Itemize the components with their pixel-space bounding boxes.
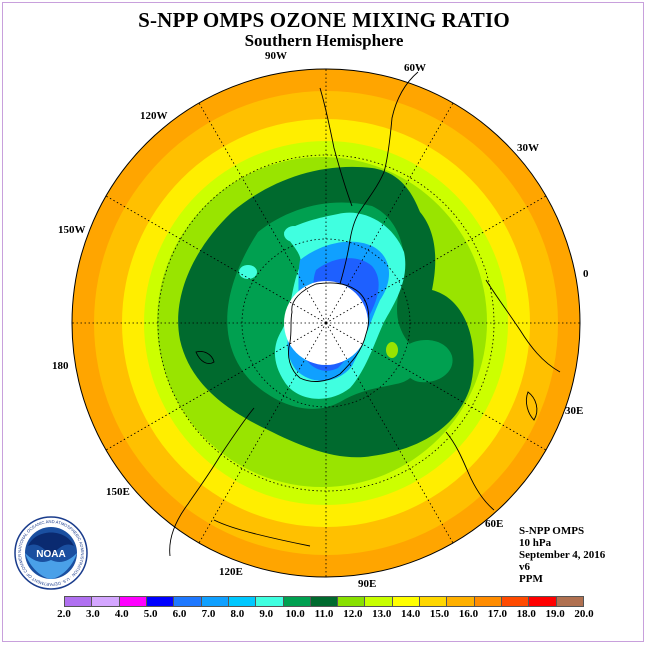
colorbar-swatch — [174, 597, 202, 606]
info-version: v6 — [519, 561, 530, 573]
colorbar-swatch — [365, 597, 393, 606]
antarctic-peninsula — [339, 207, 363, 285]
colorbar-tick-label: 16.0 — [458, 608, 479, 620]
colorbar-swatch — [392, 597, 421, 606]
colorbar-swatch — [283, 597, 311, 606]
lon-label-30w: 30W — [517, 142, 539, 154]
colorbar-tick-label: 18.0 — [516, 608, 536, 620]
colorbar-swatch — [92, 597, 120, 606]
lon-label-180: 180 — [52, 360, 69, 372]
pole-marker — [324, 321, 328, 325]
colorbar-swatch — [201, 597, 229, 606]
colorbar-tick-label: 14.0 — [401, 608, 421, 620]
coastlines — [169, 71, 561, 557]
info-instrument: S-NPP OMPS — [519, 525, 585, 537]
south-africa — [445, 431, 495, 511]
colorbar-swatch — [338, 597, 366, 606]
colorbar-swatch — [502, 597, 530, 606]
colorbar-tick-label: 20.0 — [574, 608, 594, 620]
colorbar-swatch — [146, 597, 175, 606]
lon-label-0: 0 — [583, 268, 589, 280]
logo-wordmark: NOAA — [36, 549, 65, 560]
africa-coast — [485, 279, 561, 373]
cyan-patch-small — [239, 265, 257, 279]
colorbar-tick-label: 17.0 — [487, 608, 507, 620]
colorbar-tick-label: 19.0 — [545, 608, 565, 620]
info-units: PPM — [519, 573, 543, 585]
colorbar-tick-label: 15.0 — [429, 608, 450, 620]
colorbar-swatch — [556, 597, 583, 606]
colorbar-tick-label: 3.0 — [86, 608, 100, 620]
lon-label-30e: 30E — [565, 405, 584, 417]
colorbar-tick-label: 5.0 — [143, 608, 158, 620]
colorbar-tick-label: 13.0 — [372, 608, 392, 620]
colorbar-tick-label: 12.0 — [343, 608, 363, 620]
graticule — [72, 69, 580, 577]
colorbar-swatch — [256, 597, 284, 606]
lon-label-120w: 120W — [140, 110, 168, 122]
colorbar-swatch — [228, 597, 257, 606]
noaa-logo: NOAA NATIONAL OCEANIC AND ATMOSPHERIC AD… — [14, 516, 88, 590]
colorbar-swatch — [65, 597, 93, 606]
antarctica-coast — [288, 282, 370, 382]
colorbar-swatch — [119, 597, 147, 606]
colorbar-tick-label: 2.0 — [57, 608, 71, 620]
australia-coast — [169, 407, 255, 557]
colorbar-swatch — [447, 597, 475, 606]
colorbar-swatch — [310, 597, 339, 606]
mid-green-east — [402, 340, 453, 383]
colorbar-tick-label: 10.0 — [285, 608, 305, 620]
new-zealand — [195, 351, 215, 364]
lon-label-60w: 60W — [404, 62, 426, 74]
colorbar-swatch — [420, 597, 448, 606]
colorbar-tick-label: 8.0 — [230, 608, 245, 620]
madagascar — [525, 391, 538, 421]
colorbar-tick-label: 7.0 — [201, 608, 216, 620]
colorbar-tick-label: 4.0 — [114, 608, 129, 620]
colorbar-ticks: 2.0 3.0 4.0 5.0 6.0 7.0 8.0 9.0 10.0 11.0 12.0 13.0… — [57, 608, 594, 622]
globe-outline — [71, 68, 581, 578]
colorbar-swatch — [474, 597, 502, 606]
green-patch-east — [386, 342, 398, 358]
info-level: 10 hPa — [519, 537, 552, 549]
lon-label-90w: 90W — [265, 50, 287, 62]
south-america-coast — [361, 71, 419, 209]
lon-label-60e: 60E — [485, 518, 504, 530]
cyan-patch-west — [284, 226, 304, 242]
map-title: S-NPP OMPS OZONE MIXING RATIO — [138, 8, 510, 32]
colorbar-swatch — [529, 597, 557, 606]
map-subtitle: Southern Hemisphere — [244, 31, 404, 50]
south-america-west — [319, 87, 353, 207]
lon-label-150e: 150E — [106, 486, 130, 498]
lon-label-150w: 150W — [58, 224, 86, 236]
info-date: September 4, 2016 — [519, 549, 606, 561]
colorbar-tick-label: 9.0 — [259, 608, 274, 620]
colorbar-tick-label: 6.0 — [172, 608, 187, 620]
indonesia-coast — [213, 519, 311, 547]
lon-label-120e: 120E — [219, 566, 243, 578]
colorbar — [64, 596, 584, 607]
lon-label-90e: 90E — [358, 578, 377, 590]
colorbar-tick-label: 11.0 — [314, 608, 334, 620]
figure-frame — [2, 2, 644, 642]
info-block: S-NPP OMPS 10 hPa September 4, 2016 v6 P… — [519, 525, 605, 585]
